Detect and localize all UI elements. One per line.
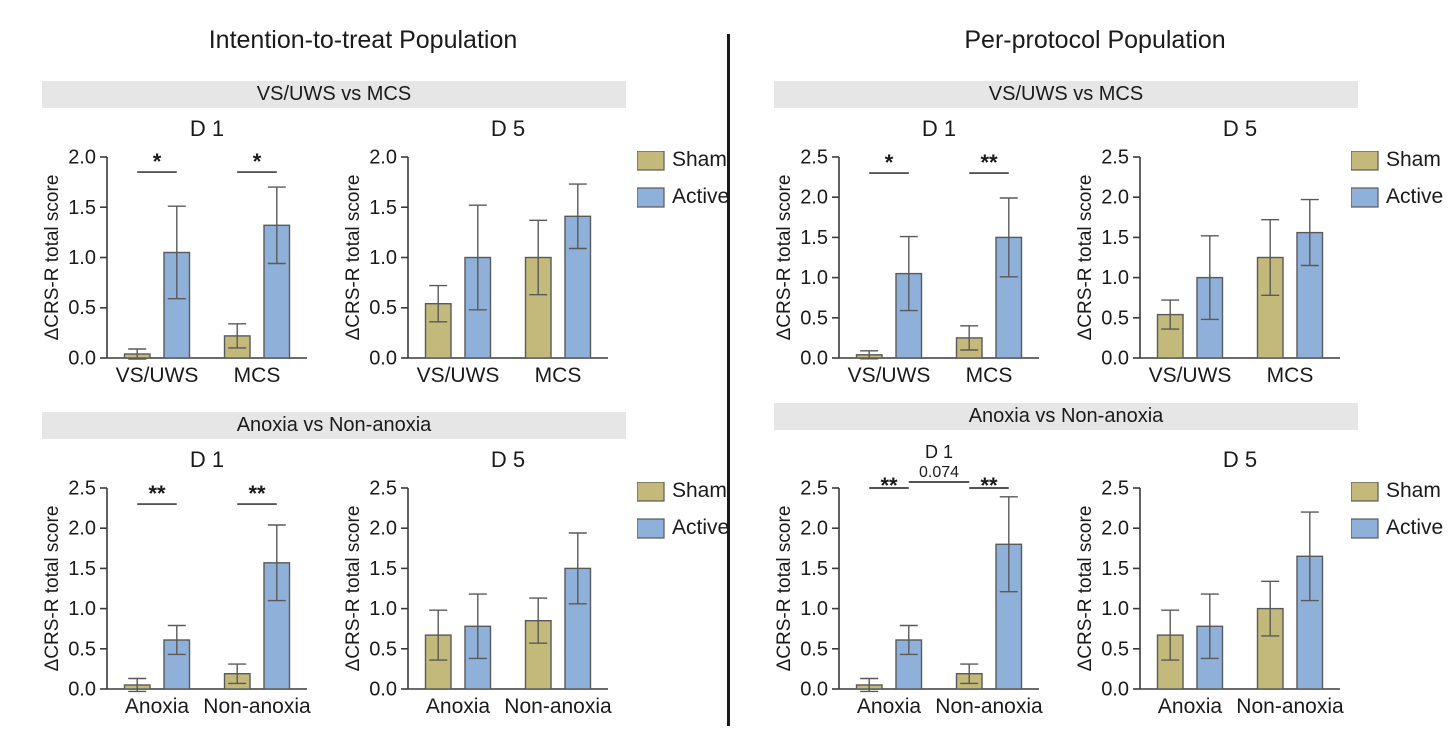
svg-text:1.5: 1.5 [800,227,828,249]
svg-text:**: ** [980,473,998,498]
svg-text:D 5: D 5 [1223,116,1257,141]
svg-text:2.0: 2.0 [800,518,828,540]
svg-text:VS/UWS: VS/UWS [1149,364,1232,387]
svg-text:1.0: 1.0 [369,598,397,620]
svg-text:1.0: 1.0 [1101,598,1129,620]
svg-text:0.0: 0.0 [800,348,828,370]
svg-text:ΔCRS-R total score: ΔCRS-R total score [42,506,63,672]
svg-text:**: ** [980,150,998,175]
svg-text:0.0: 0.0 [369,679,397,701]
svg-text:0.0: 0.0 [1101,348,1129,370]
svg-text:1.0: 1.0 [800,598,828,620]
svg-text:Anoxia: Anoxia [426,695,491,718]
svg-text:0.5: 0.5 [68,297,96,319]
svg-text:ΔCRS-R total score: ΔCRS-R total score [343,506,364,672]
svg-text:1.0: 1.0 [68,247,96,269]
svg-text:D 1: D 1 [922,116,956,141]
svg-text:MCS: MCS [535,364,582,387]
svg-text:1.0: 1.0 [800,267,828,289]
svg-text:Non-anoxia: Non-anoxia [203,695,311,718]
svg-text:MCS: MCS [1267,364,1314,387]
svg-text:Non-anoxia: Non-anoxia [1236,695,1344,718]
svg-text:ΔCRS-R total score: ΔCRS-R total score [343,175,364,341]
svg-text:2.5: 2.5 [68,478,96,500]
svg-text:0.5: 0.5 [369,638,397,660]
svg-text:*: * [153,149,162,174]
svg-text:2.5: 2.5 [800,478,828,500]
svg-text:*: * [253,149,262,174]
svg-text:Anoxia: Anoxia [857,695,922,718]
svg-text:0.5: 0.5 [1101,307,1129,329]
svg-text:ΔCRS-R total score: ΔCRS-R total score [774,506,795,672]
svg-text:Sham: Sham [1386,151,1441,171]
svg-text:2.5: 2.5 [369,478,397,500]
svg-text:1.5: 1.5 [68,558,96,580]
svg-text:0.0: 0.0 [68,679,96,701]
svg-text:0.0: 0.0 [1101,679,1129,701]
svg-text:2.5: 2.5 [1101,147,1129,169]
svg-text:ΔCRS-R total score: ΔCRS-R total score [774,175,795,341]
svg-text:ΔCRS-R total score: ΔCRS-R total score [1075,506,1096,672]
svg-text:0.5: 0.5 [800,307,828,329]
svg-text:ΔCRS-R total score: ΔCRS-R total score [42,175,63,341]
svg-text:Sham: Sham [672,151,727,171]
svg-text:2.0: 2.0 [68,147,96,169]
svg-text:Non-anoxia: Non-anoxia [504,695,612,718]
svg-text:0.0: 0.0 [369,348,397,370]
svg-text:D 1: D 1 [925,442,953,462]
svg-text:MCS: MCS [234,364,281,387]
svg-text:1.5: 1.5 [800,558,828,580]
svg-text:1.5: 1.5 [1101,558,1129,580]
svg-text:ΔCRS-R total score: ΔCRS-R total score [1075,175,1096,341]
svg-text:1.5: 1.5 [68,197,96,219]
svg-text:D 5: D 5 [1223,447,1257,472]
svg-text:1.5: 1.5 [1101,227,1129,249]
svg-text:**: ** [248,481,266,506]
svg-text:D 5: D 5 [491,447,525,472]
svg-text:VS/UWS: VS/UWS [417,364,500,387]
svg-text:1.0: 1.0 [1101,267,1129,289]
svg-text:D 1: D 1 [190,116,224,141]
svg-text:0.5: 0.5 [800,638,828,660]
svg-text:0.5: 0.5 [1101,638,1129,660]
svg-text:Anoxia: Anoxia [1158,695,1223,718]
svg-text:2.5: 2.5 [800,147,828,169]
svg-text:**: ** [880,473,898,498]
svg-text:D 5: D 5 [491,116,525,141]
svg-text:Sham: Sham [672,482,727,502]
svg-text:Active: Active [672,516,729,539]
svg-text:0.5: 0.5 [369,297,397,319]
svg-text:1.0: 1.0 [68,598,96,620]
svg-text:Active: Active [1386,185,1443,208]
svg-text:1.5: 1.5 [369,558,397,580]
svg-text:Active: Active [672,185,729,208]
svg-text:Non-anoxia: Non-anoxia [935,695,1043,718]
svg-text:Active: Active [1386,516,1443,539]
svg-text:2.0: 2.0 [369,518,397,540]
svg-text:2.0: 2.0 [1101,518,1129,540]
svg-text:VS/UWS: VS/UWS [848,364,931,387]
svg-text:2.0: 2.0 [800,187,828,209]
svg-text:0.5: 0.5 [68,638,96,660]
svg-text:2.5: 2.5 [1101,478,1129,500]
svg-text:0.0: 0.0 [68,348,96,370]
svg-text:*: * [885,150,894,175]
svg-text:1.0: 1.0 [369,247,397,269]
svg-text:Sham: Sham [1386,482,1441,502]
svg-text:MCS: MCS [966,364,1013,387]
svg-text:Anoxia: Anoxia [125,695,190,718]
svg-text:0.0: 0.0 [800,679,828,701]
svg-text:**: ** [148,481,166,506]
svg-text:2.0: 2.0 [369,147,397,169]
svg-text:0.074: 0.074 [919,464,959,481]
svg-text:D 1: D 1 [190,447,224,472]
svg-text:VS/UWS: VS/UWS [116,364,199,387]
svg-text:1.5: 1.5 [369,197,397,219]
svg-text:2.0: 2.0 [68,518,96,540]
svg-text:2.0: 2.0 [1101,187,1129,209]
